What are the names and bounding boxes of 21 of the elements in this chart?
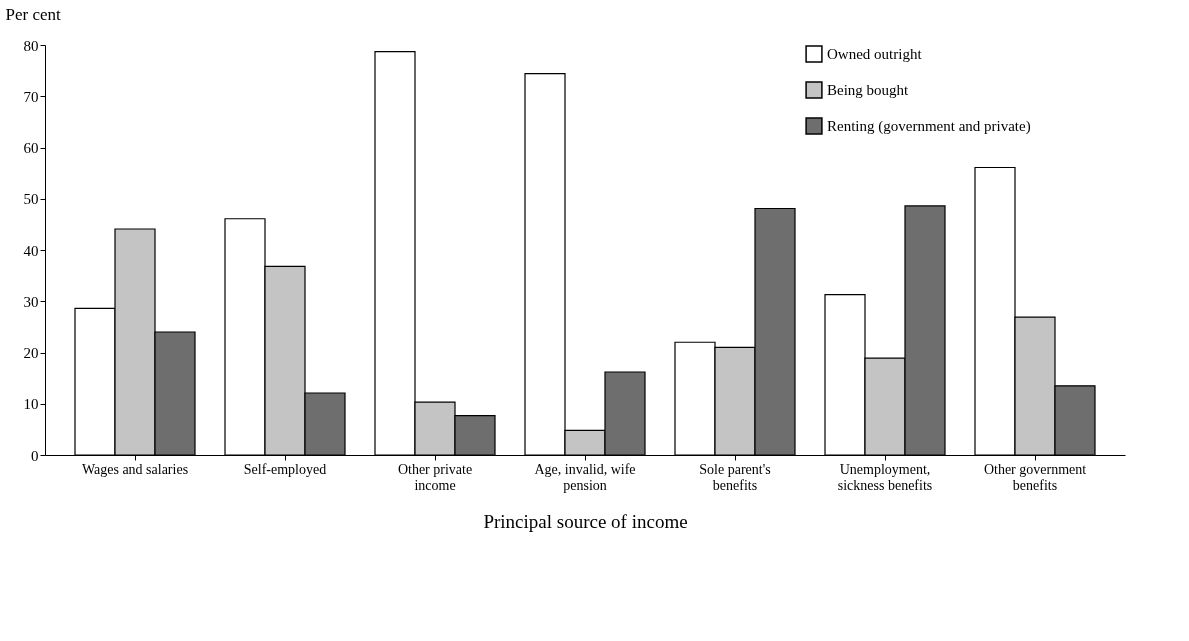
y-tick-label: 30	[23, 293, 39, 310]
x-tick-label: Age, invalid, wife pension	[534, 461, 636, 493]
y-tick-label: 60	[23, 140, 39, 156]
y-tick-label: 10	[23, 396, 39, 413]
x-tick-label: Other government benefits	[983, 461, 1087, 493]
y-tick-label: 70	[23, 88, 39, 105]
x-tick-label: Other private income	[397, 461, 473, 493]
legend-label: Being bought	[827, 82, 910, 98]
y-tick-label: 40	[23, 242, 39, 259]
x-tick-label: Sole parent's benefits	[699, 461, 771, 493]
x-tick-label: Unemployment, sickness benefits	[837, 461, 933, 493]
x-tick-label: Wages and salaries	[81, 461, 189, 477]
y-tick-label: 0	[31, 447, 39, 464]
legend-label: Renting (government and private)	[827, 118, 1031, 135]
legend-label: Owned outright	[827, 46, 923, 62]
x-tick-label: Self-employed	[243, 461, 327, 477]
x-axis-title: Principal source of income	[483, 510, 688, 532]
y-axis-title: Per cent	[5, 4, 61, 24]
y-tick-label: 80	[23, 37, 39, 54]
y-tick-label: 20	[23, 345, 39, 361]
y-tick-label: 50	[23, 191, 39, 208]
